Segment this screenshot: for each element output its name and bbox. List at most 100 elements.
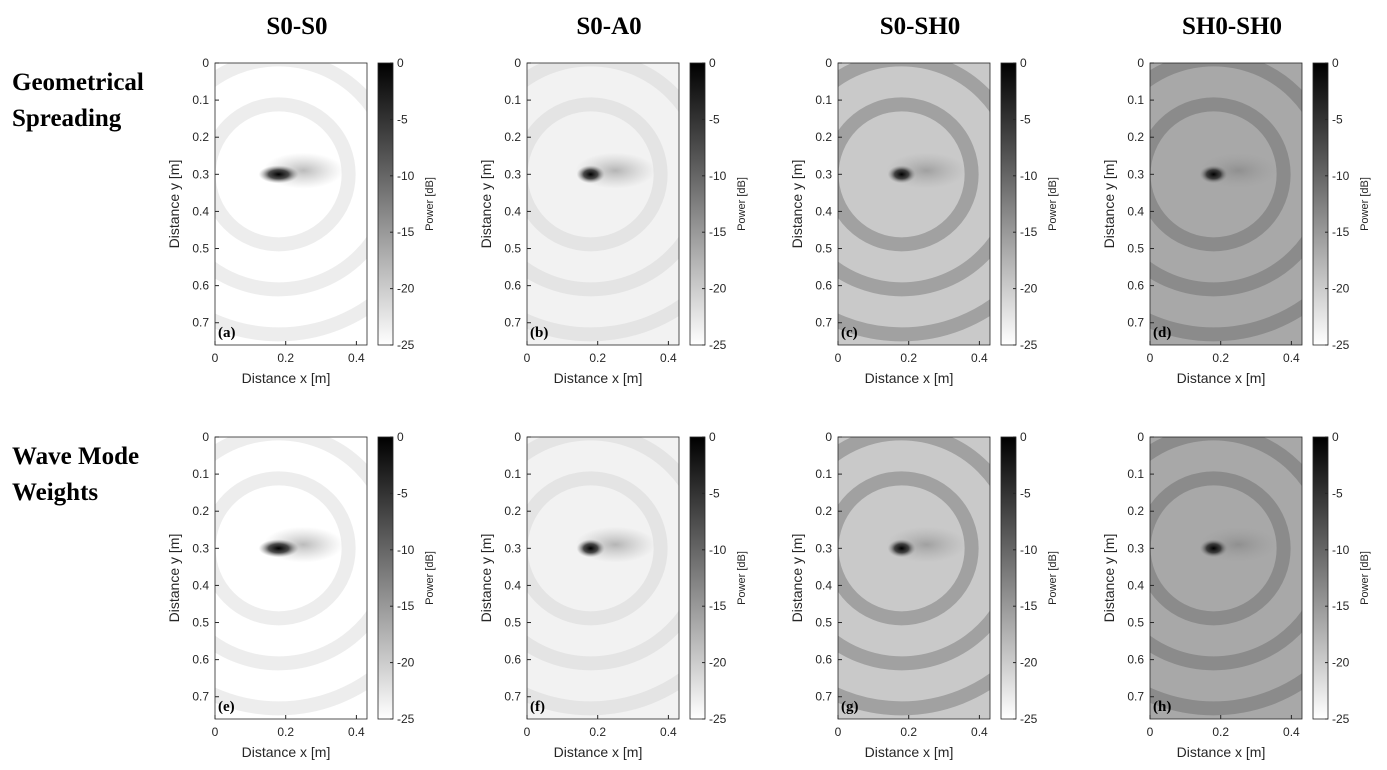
colorbar-tick-label: -15 xyxy=(709,225,727,239)
y-tick-label: 0.5 xyxy=(1127,242,1144,256)
wavefront xyxy=(215,97,356,252)
wavefront xyxy=(838,437,990,671)
colorbar-tick-label: -15 xyxy=(709,599,727,613)
wavefront xyxy=(1150,471,1291,626)
hotspot xyxy=(258,539,299,558)
colorbar-tick-label: -20 xyxy=(397,656,415,670)
colorbar-tick-label: -5 xyxy=(1332,112,1343,126)
colorbar-tick-label: -25 xyxy=(1020,712,1038,726)
colorbar-tick-label: -5 xyxy=(709,486,720,500)
y-tick-label: 0.3 xyxy=(192,167,209,181)
colorbar-label: Power [dB] xyxy=(1047,177,1059,231)
wavefront xyxy=(838,63,990,297)
y-tick-label: 0.2 xyxy=(815,504,832,518)
colorbar-tick-label: -10 xyxy=(709,169,727,183)
x-tick-label: 0.2 xyxy=(277,351,294,365)
heatmap-image xyxy=(838,437,990,719)
y-tick-label: 0.4 xyxy=(504,578,521,592)
hotspot xyxy=(887,539,916,558)
colorbar-tick-label: -10 xyxy=(1020,543,1038,557)
x-axis-label: Distance x [m] xyxy=(865,744,954,760)
column-title: S0-SH0 xyxy=(880,13,961,40)
x-tick-label: 0.2 xyxy=(900,351,917,365)
y-tick-label: 0.3 xyxy=(1127,541,1144,555)
y-tick-label: 0.1 xyxy=(1127,467,1144,481)
heatmap-bg xyxy=(1150,437,1302,719)
hotspot xyxy=(258,165,299,184)
axes-frame xyxy=(1149,436,1303,720)
colorbar xyxy=(377,62,394,346)
wavefront xyxy=(215,299,367,342)
column-title: SH0-SH0 xyxy=(1182,13,1282,40)
wavefront xyxy=(838,471,979,626)
colorbar-tick-label: 0 xyxy=(1332,56,1339,70)
wavefront xyxy=(838,299,990,342)
wavefront xyxy=(1150,673,1302,716)
x-tick-label: 0.4 xyxy=(971,351,988,365)
hotspot xyxy=(1199,539,1228,558)
heatmap-image xyxy=(215,63,367,345)
heatmap-image xyxy=(527,437,679,719)
y-axis-label: Distance y [m] xyxy=(478,534,494,623)
colorbar-tick-label: -20 xyxy=(709,656,727,670)
heatmap-image xyxy=(838,63,990,345)
y-tick-label: 0.5 xyxy=(504,616,521,630)
colorbar-label: Power [dB] xyxy=(1359,177,1371,231)
heatmap-bg xyxy=(1150,63,1302,345)
colorbar-tick-label: -15 xyxy=(1332,225,1350,239)
colorbar-tick-label: -25 xyxy=(397,712,415,726)
y-tick-label: 0.6 xyxy=(1127,279,1144,293)
y-tick-label: 0 xyxy=(1137,56,1144,70)
wavefront xyxy=(527,673,679,716)
y-axis-label: Distance y [m] xyxy=(789,160,805,249)
wavefront xyxy=(1150,299,1302,342)
y-tick-label: 0.2 xyxy=(1127,504,1144,518)
y-tick-label: 0 xyxy=(202,56,209,70)
heatmap-image xyxy=(1150,63,1302,345)
colorbar-tick-label: -5 xyxy=(1020,486,1031,500)
colorbar-tick-label: -15 xyxy=(397,225,415,239)
colorbar-tick-label: -25 xyxy=(1332,712,1350,726)
y-axis-label: Distance y [m] xyxy=(1101,534,1117,623)
x-axis-label: Distance x [m] xyxy=(242,744,331,760)
panel-label: (a) xyxy=(218,325,236,341)
colorbar-label: Power [dB] xyxy=(1047,551,1059,605)
colorbar-tick-label: -5 xyxy=(397,112,408,126)
colorbar xyxy=(1000,62,1017,346)
x-tick-label: 0 xyxy=(1147,725,1154,739)
wavefront xyxy=(838,673,990,716)
y-tick-label: 0.4 xyxy=(1127,204,1144,218)
heatmap-bg xyxy=(838,63,990,345)
row-title: Weights xyxy=(12,479,98,506)
axes-frame xyxy=(837,436,991,720)
colorbar-tick-label: 0 xyxy=(397,56,404,70)
colorbar-label: Power [dB] xyxy=(736,177,748,231)
x-tick-label: 0.4 xyxy=(1283,351,1300,365)
colorbar-tick-label: 0 xyxy=(709,56,716,70)
y-tick-label: 0.7 xyxy=(1127,316,1144,330)
colorbar xyxy=(377,436,394,720)
y-tick-label: 0 xyxy=(514,56,521,70)
colorbar-tick-label: -10 xyxy=(397,543,415,557)
hotspot xyxy=(576,165,605,184)
x-tick-label: 0.2 xyxy=(900,725,917,739)
y-tick-label: 0.3 xyxy=(504,541,521,555)
colorbar-tick-label: -20 xyxy=(1332,282,1350,296)
y-axis-label: Distance y [m] xyxy=(478,160,494,249)
column-title: S0-S0 xyxy=(266,13,327,40)
axes-frame xyxy=(214,436,368,720)
colorbar xyxy=(1312,62,1329,346)
colorbar-tick-label: -25 xyxy=(709,712,727,726)
wavefront xyxy=(1150,63,1302,297)
wavefront xyxy=(838,97,979,252)
x-tick-label: 0.2 xyxy=(277,725,294,739)
heatmap-bg xyxy=(215,437,367,719)
y-tick-label: 0.6 xyxy=(504,653,521,667)
colorbar-label: Power [dB] xyxy=(424,177,436,231)
colorbar-tick-label: 0 xyxy=(1332,430,1339,444)
colorbar-tick-label: -15 xyxy=(1332,599,1350,613)
x-axis-label: Distance x [m] xyxy=(242,370,331,386)
y-tick-label: 0.5 xyxy=(192,616,209,630)
x-tick-label: 0.4 xyxy=(1283,725,1300,739)
